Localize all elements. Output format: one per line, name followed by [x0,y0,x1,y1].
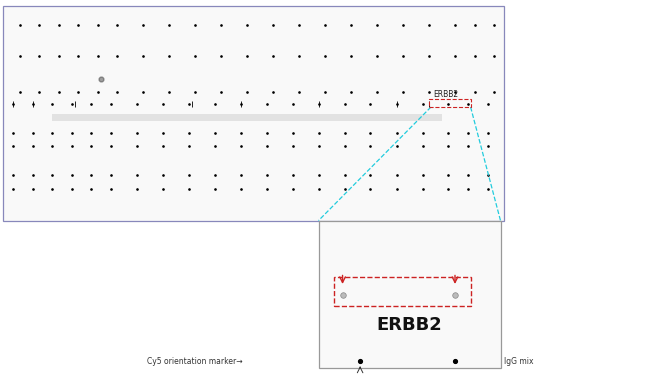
Bar [3,6,504,221]
Bar [318,221,500,368]
Bar [52,114,442,121]
Text: Cy5 orientation marker→: Cy5 orientation marker→ [148,357,243,366]
Bar [334,277,471,306]
Text: ERBB2: ERBB2 [433,90,458,99]
Text: ERBB2: ERBB2 [376,316,443,334]
Text: IgG mix: IgG mix [504,357,533,366]
Bar [429,99,471,107]
